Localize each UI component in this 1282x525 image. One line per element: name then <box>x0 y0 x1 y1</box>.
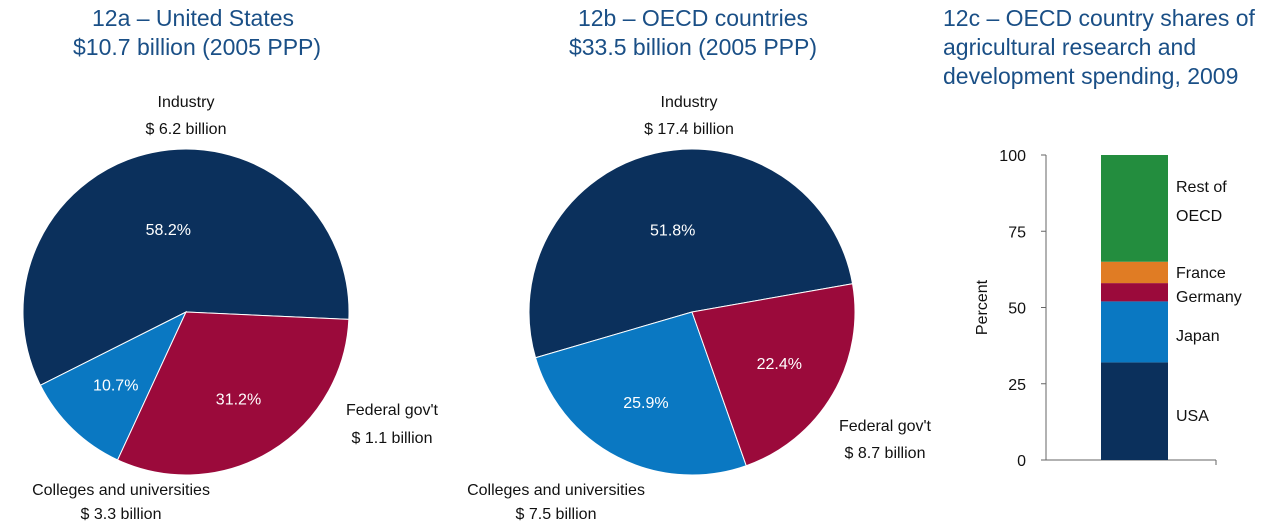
pie-0-pct-2: 31.2% <box>216 391 261 408</box>
chart-title-12b: 12b – OECD countries $33.5 billion (2005… <box>562 4 824 62</box>
pie-0-amount-2: $ 3.3 billion <box>81 506 162 523</box>
chart-title-12c: 12c – OECD country shares of agricultura… <box>943 4 1279 91</box>
pie-1-label-0: Industry <box>661 94 718 111</box>
bar-label-1: Japan <box>1176 328 1220 345</box>
bar-label-0: USA <box>1176 408 1209 425</box>
pie-0-label-2: Colleges and universities <box>32 482 210 499</box>
bar-label-4: Rest of OECD <box>1176 179 1227 225</box>
chart-title-12c-line1: 12c – OECD country shares of <box>943 5 1255 31</box>
pie-1-slice-1 <box>534 311 747 476</box>
pie-0-label-0: Industry <box>158 94 215 111</box>
pie-1-label-2: Colleges and universities <box>467 482 645 499</box>
pie-1-slice-0 <box>528 148 854 359</box>
bar-label-3: France <box>1176 265 1226 282</box>
bar-label-2: Germany <box>1176 289 1242 306</box>
y-axis-label: Percent <box>974 279 991 335</box>
y-tick-label-2: 50 <box>1008 301 1026 318</box>
pie-0-amount-0: $ 6.2 billion <box>146 121 227 138</box>
pie-0-amount-1: $ 1.1 billion <box>352 430 433 447</box>
bar-segment-0 <box>1101 362 1168 460</box>
y-tick-label-0: 0 <box>1017 453 1026 470</box>
pie-1-amount-1: $ 8.7 billion <box>845 445 926 462</box>
pie-1-pct-1: 25.9% <box>623 395 668 412</box>
pie-1-amount-2: $ 7.5 billion <box>516 506 597 523</box>
bar-segment-2 <box>1101 283 1168 302</box>
pie-1-pct-2: 22.4% <box>757 356 802 373</box>
pie-1-pct-0: 51.8% <box>650 222 695 239</box>
pie-0-pct-0: 58.2% <box>146 222 191 239</box>
y-tick-label-3: 75 <box>1008 224 1026 241</box>
bar-label-4-line-0: Rest of <box>1176 179 1227 196</box>
chart-title-12b-line2: $33.5 billion (2005 PPP) <box>568 34 818 60</box>
chart-title-12a-line2: $10.7 billion (2005 PPP) <box>73 34 322 60</box>
chart-title-12a: 12a – United States $10.7 billion (2005 … <box>73 4 322 62</box>
pie-0-slice-2 <box>116 311 350 476</box>
bar-label-4-line-1: OECD <box>1176 208 1222 225</box>
pie-1-slice-2 <box>691 283 856 467</box>
chart-title-12a-line1: 12a – United States <box>91 5 295 31</box>
bar-segment-3 <box>1101 261 1168 284</box>
pie-0-label-1: Federal gov't <box>346 402 439 419</box>
pie-1-amount-0: $ 17.4 billion <box>644 121 734 138</box>
chart-title-12b-line1: 12b – OECD countries <box>577 5 809 31</box>
bar-segment-4 <box>1101 155 1168 262</box>
chart-title-12c-line2: agricultural research and <box>943 34 1197 60</box>
y-tick-label-1: 25 <box>1008 377 1026 394</box>
y-tick-label-4: 100 <box>999 148 1026 165</box>
pie-0-slice-1 <box>39 310 188 461</box>
pie-0-slice-0 <box>22 148 350 386</box>
pie-0-pct-1: 10.7% <box>93 378 138 395</box>
bar-segment-1 <box>1101 301 1168 363</box>
pie-1-label-1: Federal gov't <box>839 418 932 435</box>
chart-title-12c-line3: development spending, 2009 <box>943 63 1239 89</box>
